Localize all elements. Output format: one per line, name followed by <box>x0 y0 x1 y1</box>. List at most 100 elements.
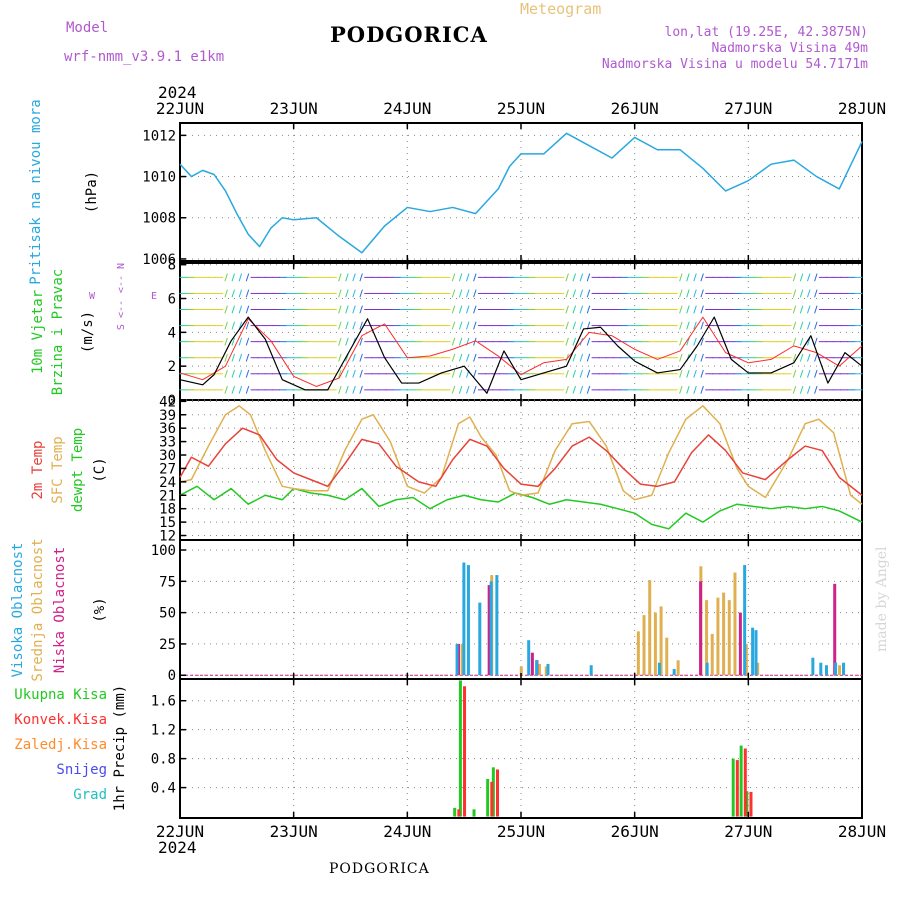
wind-arrow <box>473 321 477 330</box>
wind-arrow <box>466 353 470 362</box>
wind-arrow <box>579 369 584 378</box>
wind-arrow <box>679 273 683 282</box>
wind-arrow <box>572 385 576 394</box>
y-tick-label: 39 <box>159 408 176 424</box>
cloud-mid-bar <box>710 633 714 676</box>
wind-arrow <box>245 385 250 394</box>
wind-arrow <box>473 385 477 394</box>
wind-arrow <box>473 369 477 378</box>
wind-arrow <box>679 353 683 362</box>
wind-arrow <box>799 353 804 362</box>
wind-arrow <box>359 321 363 330</box>
wind-arrow <box>792 337 797 346</box>
precip-legend-label: Ukupna Kisa <box>14 687 107 703</box>
wind-arrow <box>238 337 243 346</box>
y-tick-label: 42 <box>159 394 176 410</box>
wind-arrow <box>679 337 683 346</box>
panel-ylabels: Pritisak na nivou mora (hPa) 10m Vjetar Brz… <box>10 99 157 811</box>
x-tick-label-bottom: 23JUN <box>270 822 318 841</box>
wind-arrow <box>345 337 349 346</box>
wind-axis-label-1: 10m Vjetar <box>30 290 46 374</box>
cloud-low-bar <box>530 652 534 676</box>
y-tick-label: 24 <box>159 475 176 491</box>
wind-arrow <box>224 369 228 378</box>
wind-arrow <box>586 337 591 346</box>
wind-arrow <box>458 305 463 314</box>
wind-arrow <box>458 353 463 362</box>
compass-s: S <-- <box>116 300 127 330</box>
temp-2m-line <box>179 427 863 496</box>
x-tick-label-bottom: 22JUN <box>156 822 204 841</box>
model-altitude-text: Nadmorska Visina u modelu 54.7171m <box>601 57 868 72</box>
wind-arrow <box>473 337 477 346</box>
wind-arrow <box>345 273 349 282</box>
wind-arrow <box>458 337 463 346</box>
wind-arrow <box>693 385 697 394</box>
wind-arrow <box>700 289 704 298</box>
wind-arrow <box>686 321 690 330</box>
cloud-high-bar <box>811 657 815 676</box>
cloud-high-bar <box>466 565 470 676</box>
y-tick-label: 75 <box>159 574 176 590</box>
wind-arrow <box>814 305 818 314</box>
wind-arrow <box>693 273 697 282</box>
wind-arrow <box>359 385 363 394</box>
wind-arrow <box>245 305 250 314</box>
cloud-high-bar <box>527 640 531 676</box>
x-tick-label-top: 24JUN <box>383 99 431 118</box>
cloud-mid-bar <box>537 663 541 676</box>
wind-arrow <box>693 305 697 314</box>
wind-arrow <box>352 273 356 282</box>
wind-arrow <box>579 289 584 298</box>
cloud-low-bar <box>699 581 703 676</box>
wind-arrow <box>807 353 811 362</box>
wind-arrow <box>231 385 235 394</box>
wind-arrow <box>807 305 811 314</box>
cloud-high-bar <box>751 627 755 676</box>
precip-conv-bar <box>457 809 461 817</box>
temp-axis-label-2: SFC Temp <box>50 436 66 503</box>
wind-arrow <box>686 289 690 298</box>
wind-arrow <box>686 369 690 378</box>
wind-arrow <box>799 337 804 346</box>
wind-arrow <box>814 289 818 298</box>
wind-arrow <box>359 305 363 314</box>
precip-total-bar <box>491 767 495 817</box>
cloud-high-bar <box>495 575 499 676</box>
cloud-axis-label-2: Srednja Oblacnost <box>30 538 46 681</box>
y-tick-label: 1.2 <box>151 723 176 739</box>
wind-arrow <box>579 353 584 362</box>
compass-n: <-- N <box>116 263 127 293</box>
wind-arrow <box>451 337 456 346</box>
wind-arrow <box>572 353 576 362</box>
wind-arrow <box>352 385 356 394</box>
wind-arrow <box>565 337 569 346</box>
cloud-mid-bar <box>722 592 726 676</box>
wind-arrow <box>565 305 569 314</box>
pressure-unit-label: (hPa) <box>84 171 100 213</box>
wind-axis-label-2: Brzina i Pravac <box>50 269 66 395</box>
wind-arrow <box>473 273 477 282</box>
wind-arrow <box>807 369 811 378</box>
y-tick-label: 2 <box>168 359 176 375</box>
wind-arrow <box>565 289 569 298</box>
wind-arrow <box>352 305 356 314</box>
wind-arrow <box>807 273 811 282</box>
footer-location: PODGORICA <box>329 861 430 877</box>
temp-axis-label-1: 2m Temp <box>30 440 46 499</box>
x-tick-label-top: 25JUN <box>497 99 545 118</box>
x-tick-label-bottom: 26JUN <box>611 822 659 841</box>
cloud-low-bar <box>738 612 742 676</box>
wind-arrow <box>693 337 697 346</box>
precip-total-bar <box>731 758 735 817</box>
precip-legend-label: Snijeg <box>56 762 107 778</box>
wind-arrow <box>224 337 228 346</box>
wind-arrow <box>231 273 235 282</box>
cloud-mid-bar <box>716 597 720 676</box>
wind-arrow <box>700 369 704 378</box>
wind-arrow <box>359 353 363 362</box>
x-tick-label-top: 22JUN <box>156 99 204 118</box>
wind-arrow <box>466 385 470 394</box>
panel-grids <box>180 123 862 818</box>
wind-arrow <box>224 273 228 282</box>
